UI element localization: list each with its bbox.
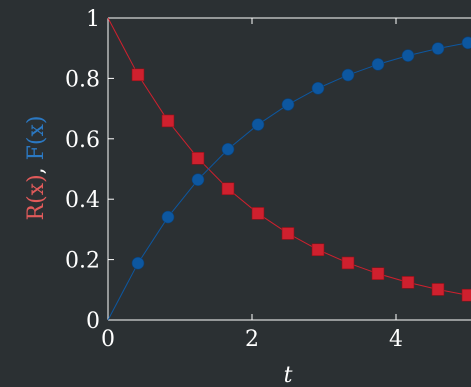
data-point (161, 114, 175, 128)
data-point (191, 173, 205, 186)
tick-labels: 0 0.2 0.4 0.6 0.8 1 0 2 4 (65, 7, 403, 352)
data-point (221, 142, 235, 156)
plot-area (107, 17, 471, 321)
series-0 (107, 17, 471, 302)
y-axis-title-part: F(x) (24, 116, 49, 161)
y-tick-label: 0 (86, 309, 100, 334)
data-point (431, 283, 445, 296)
y-tick-label: 0.2 (65, 249, 100, 274)
data-point (311, 243, 325, 257)
data-point (461, 36, 471, 50)
x-tick-label: 4 (389, 327, 403, 352)
y-tick-label: 0.6 (65, 128, 100, 153)
data-point (221, 182, 235, 196)
y-tick-label: 0.4 (65, 188, 100, 213)
data-point (161, 210, 175, 224)
x-tick-label: 0 (101, 327, 115, 352)
series-1 (107, 36, 471, 321)
data-point (131, 256, 145, 270)
data-point (251, 207, 265, 220)
x-tick-label: 2 (245, 327, 259, 352)
data-point (431, 42, 445, 55)
data-point (281, 227, 295, 240)
data-point (401, 49, 415, 62)
axes (107, 17, 471, 321)
data-point (191, 152, 205, 165)
y-axis-title-part: , (24, 160, 49, 174)
data-point (281, 98, 295, 111)
data-point (251, 118, 265, 131)
data-point (311, 81, 325, 95)
y-tick-label: 0.8 (65, 67, 100, 92)
data-point (461, 288, 471, 302)
data-point (341, 68, 355, 82)
y-axis-title: R(x), F(x) (24, 116, 49, 221)
x-axis-title: t (284, 363, 293, 387)
series-line (107, 17, 469, 296)
data-point (341, 256, 355, 270)
data-point (131, 68, 145, 82)
data-point (371, 267, 385, 280)
data-point (371, 58, 385, 71)
y-axis-title-part: R(x) (24, 174, 49, 220)
y-tick-label: 1 (86, 7, 100, 32)
data-point (401, 276, 415, 289)
